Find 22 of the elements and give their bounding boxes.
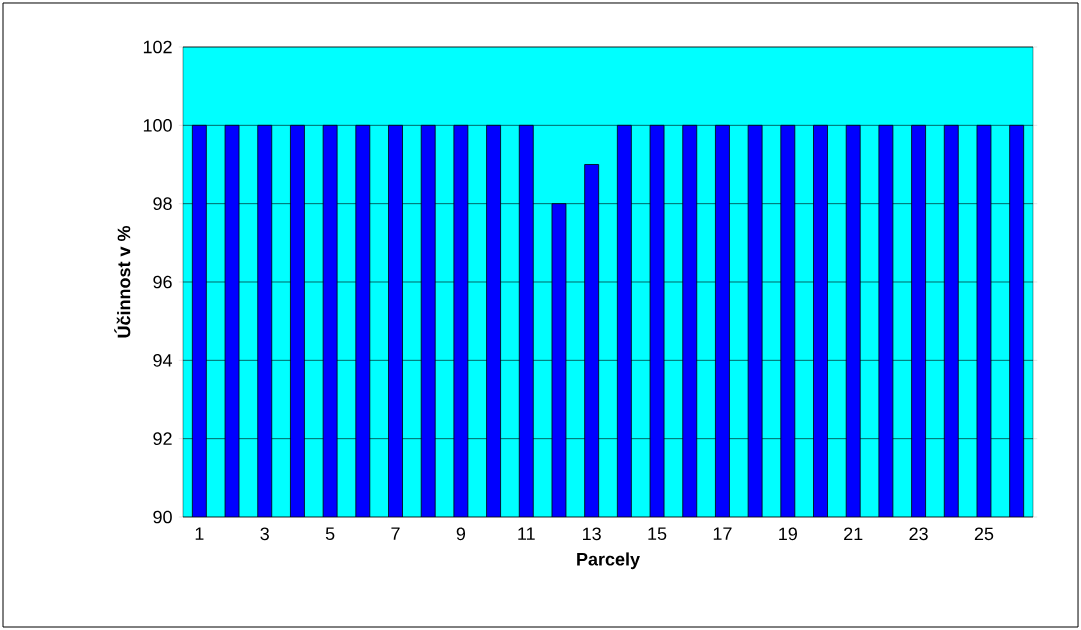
x-tick-label: 17 (713, 527, 732, 540)
y-tick-label: 98 (153, 197, 172, 211)
x-tick-label: 3 (260, 527, 269, 541)
y-tick-label: 96 (153, 275, 172, 289)
x-tick-label: 9 (456, 527, 466, 541)
y-tick-label: 102 (143, 40, 172, 54)
y-tick-label: 92 (153, 432, 172, 446)
x-tick-label: 13 (583, 527, 601, 541)
y-tick-label: 100 (143, 118, 172, 132)
y-axis-title: Účinnost v % (114, 225, 131, 338)
x-tick-label: 23 (909, 527, 928, 541)
x-tick-label: 1 (195, 527, 204, 540)
x-tick-label: 7 (391, 527, 400, 540)
x-tick-label: 21 (844, 527, 863, 541)
x-tick-label: 15 (648, 527, 667, 540)
x-axis-title: Parcely (577, 552, 640, 570)
x-tick-label: 19 (779, 527, 797, 541)
x-tick-label: 25 (974, 527, 994, 541)
x-tick-label: 5 (325, 527, 335, 540)
x-tick-label: 11 (518, 527, 535, 540)
y-tick-label: 94 (153, 353, 173, 367)
y-tick-label: 90 (153, 510, 172, 524)
